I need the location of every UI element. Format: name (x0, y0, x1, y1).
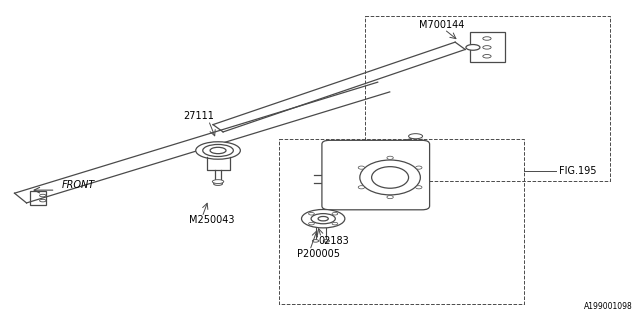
Ellipse shape (196, 142, 241, 159)
Ellipse shape (387, 196, 394, 199)
Ellipse shape (358, 186, 365, 189)
Ellipse shape (372, 167, 408, 188)
Text: M700144: M700144 (419, 20, 464, 30)
FancyBboxPatch shape (322, 140, 429, 210)
Ellipse shape (332, 212, 338, 215)
Ellipse shape (415, 186, 422, 189)
Ellipse shape (332, 222, 338, 225)
Ellipse shape (212, 180, 224, 183)
Text: A199001098: A199001098 (584, 302, 632, 311)
Ellipse shape (358, 166, 365, 169)
Ellipse shape (312, 240, 319, 242)
Text: P200005: P200005 (297, 249, 340, 259)
Bar (470, 32, 505, 62)
Bar (278, 140, 524, 304)
Text: FRONT: FRONT (62, 180, 95, 190)
Text: 02183: 02183 (318, 236, 349, 246)
Ellipse shape (308, 222, 314, 225)
Ellipse shape (210, 147, 226, 154)
Ellipse shape (40, 194, 46, 197)
Text: 27111: 27111 (183, 111, 214, 121)
Ellipse shape (483, 54, 491, 58)
Bar (30, 191, 46, 205)
Bar (365, 16, 610, 180)
Ellipse shape (40, 199, 46, 202)
Text: M250043: M250043 (189, 215, 235, 225)
Ellipse shape (318, 216, 328, 221)
Ellipse shape (214, 182, 223, 185)
Ellipse shape (301, 210, 345, 228)
Ellipse shape (311, 214, 335, 224)
Ellipse shape (408, 134, 422, 139)
Ellipse shape (483, 46, 491, 49)
Ellipse shape (466, 44, 480, 50)
Ellipse shape (308, 212, 314, 215)
Text: FIG.195: FIG.195 (559, 166, 596, 176)
Ellipse shape (203, 144, 234, 156)
Ellipse shape (387, 156, 394, 159)
Ellipse shape (415, 166, 422, 169)
Ellipse shape (323, 240, 330, 242)
Ellipse shape (483, 37, 491, 40)
Ellipse shape (360, 160, 420, 195)
